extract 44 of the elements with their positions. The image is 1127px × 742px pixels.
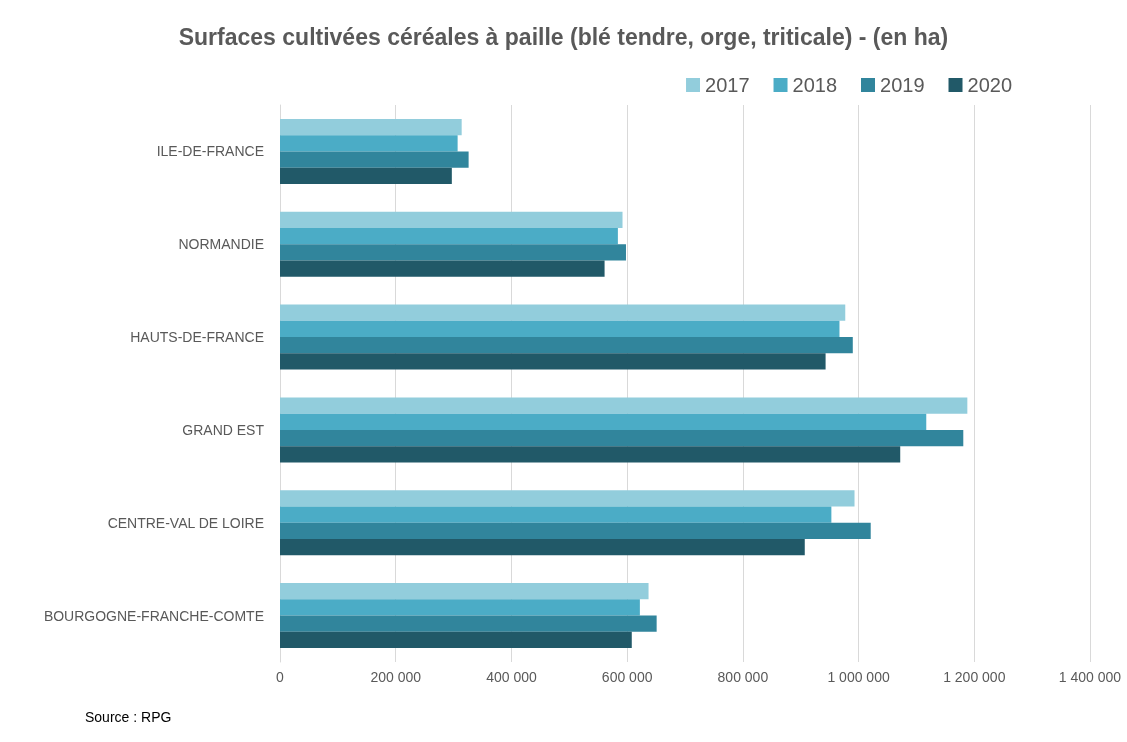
bar xyxy=(280,446,901,463)
legend-label: 2019 xyxy=(880,74,925,96)
source-note: Source : RPG xyxy=(85,709,172,725)
x-tick-label: 1 400 000 xyxy=(1058,669,1122,685)
bar xyxy=(280,211,623,228)
bar xyxy=(280,320,840,338)
y-tick-label: GRAND EST xyxy=(182,421,265,438)
bar xyxy=(280,353,826,370)
x-tick-label: 600 000 xyxy=(601,669,653,685)
legend-label: 2020 xyxy=(967,74,1013,96)
bar xyxy=(280,304,846,321)
y-tick-label: BOURGOGNE-FRANCHE-COMTE xyxy=(43,607,264,624)
legend-label: 2018 xyxy=(792,74,838,96)
bar xyxy=(280,337,853,354)
bar xyxy=(280,583,649,600)
x-tick-label: 1 000 000 xyxy=(827,669,890,685)
y-tick-label: NORMANDIE xyxy=(178,236,264,253)
bar xyxy=(280,118,462,136)
bar xyxy=(280,167,452,184)
x-tick-label: 400 000 xyxy=(486,669,537,685)
bar xyxy=(280,506,832,523)
bar xyxy=(280,397,968,414)
y-tick-label: HAUTS-DE-FRANCE xyxy=(130,329,264,346)
bar xyxy=(280,413,927,430)
bar xyxy=(280,599,640,616)
bar xyxy=(280,151,469,168)
y-tick-label: CENTRE-VAL DE LOIRE xyxy=(107,514,264,531)
chart-title: Surfaces cultivées céréales à paille (blé tendre, orge, triticale) - (en ha) xyxy=(178,23,949,50)
bar xyxy=(280,260,605,277)
x-tick-label: 1 200 000 xyxy=(943,669,1006,685)
x-tick-label: 200 000 xyxy=(370,669,422,685)
bar xyxy=(280,490,855,507)
x-tick-label: 800 000 xyxy=(717,669,769,685)
bar xyxy=(280,244,626,261)
bar xyxy=(280,429,964,447)
bar xyxy=(280,631,632,649)
x-tick-label: 0 xyxy=(276,669,285,685)
y-tick-label: ILE-DE-FRANCE xyxy=(156,143,264,160)
legend-label: 2017 xyxy=(705,74,750,96)
bar xyxy=(280,228,618,245)
bar xyxy=(280,135,458,152)
bar xyxy=(280,522,871,539)
bar xyxy=(280,615,657,632)
bar xyxy=(280,539,805,556)
